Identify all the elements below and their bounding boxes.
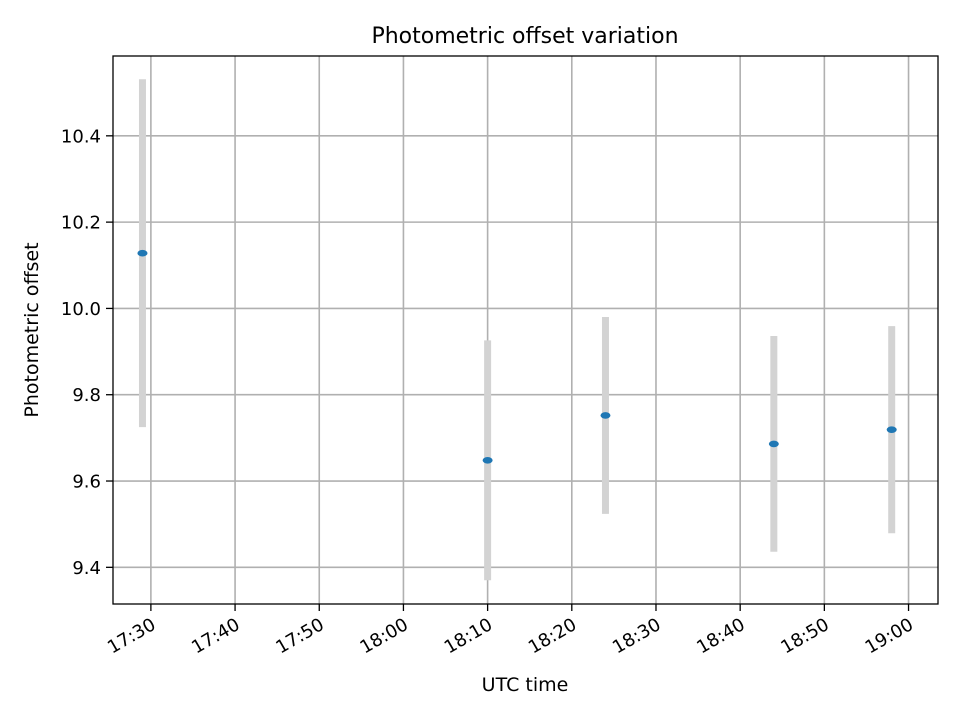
x-tick-label: 18:00 (357, 614, 412, 658)
y-tick-label: 10.4 (61, 126, 101, 147)
plot-frame (112, 55, 939, 605)
data-point (137, 249, 148, 257)
x-tick-label: 18:40 (693, 614, 748, 658)
data-point (482, 457, 493, 464)
data-point (600, 412, 611, 419)
error-bars (138, 79, 896, 581)
data-points (137, 249, 897, 464)
y-tick-label: 9.4 (72, 558, 101, 579)
x-tick-label: 19:00 (862, 614, 917, 658)
chart-title: Photometric offset variation (371, 24, 678, 49)
x-tick-label: 17:30 (104, 614, 159, 658)
x-axis-ticks: 17:30 17:40 17:50 18:00 18:10 18:20 18:30 18:40… (104, 604, 917, 658)
grid (113, 56, 938, 604)
x-tick-label: 17:50 (272, 614, 327, 658)
x-tick-label: 18:30 (609, 614, 664, 658)
y-axis-label: Photometric offset (21, 242, 43, 417)
y-tick-label: 10.0 (61, 299, 101, 320)
y-tick-label: 9.8 (72, 385, 101, 406)
y-tick-label: 10.2 (61, 213, 101, 234)
data-point (768, 440, 779, 448)
x-tick-label: 17:40 (188, 614, 243, 658)
x-tick-label: 18:50 (777, 614, 832, 658)
y-axis-ticks: 9.4 9.6 9.8 10.0 10.2 10.4 (61, 126, 113, 579)
x-axis-label: UTC time (482, 674, 569, 696)
x-tick-label: 18:10 (441, 614, 496, 658)
x-tick-label: 18:20 (525, 614, 580, 658)
y-tick-label: 9.6 (72, 472, 101, 493)
data-point (886, 426, 897, 433)
